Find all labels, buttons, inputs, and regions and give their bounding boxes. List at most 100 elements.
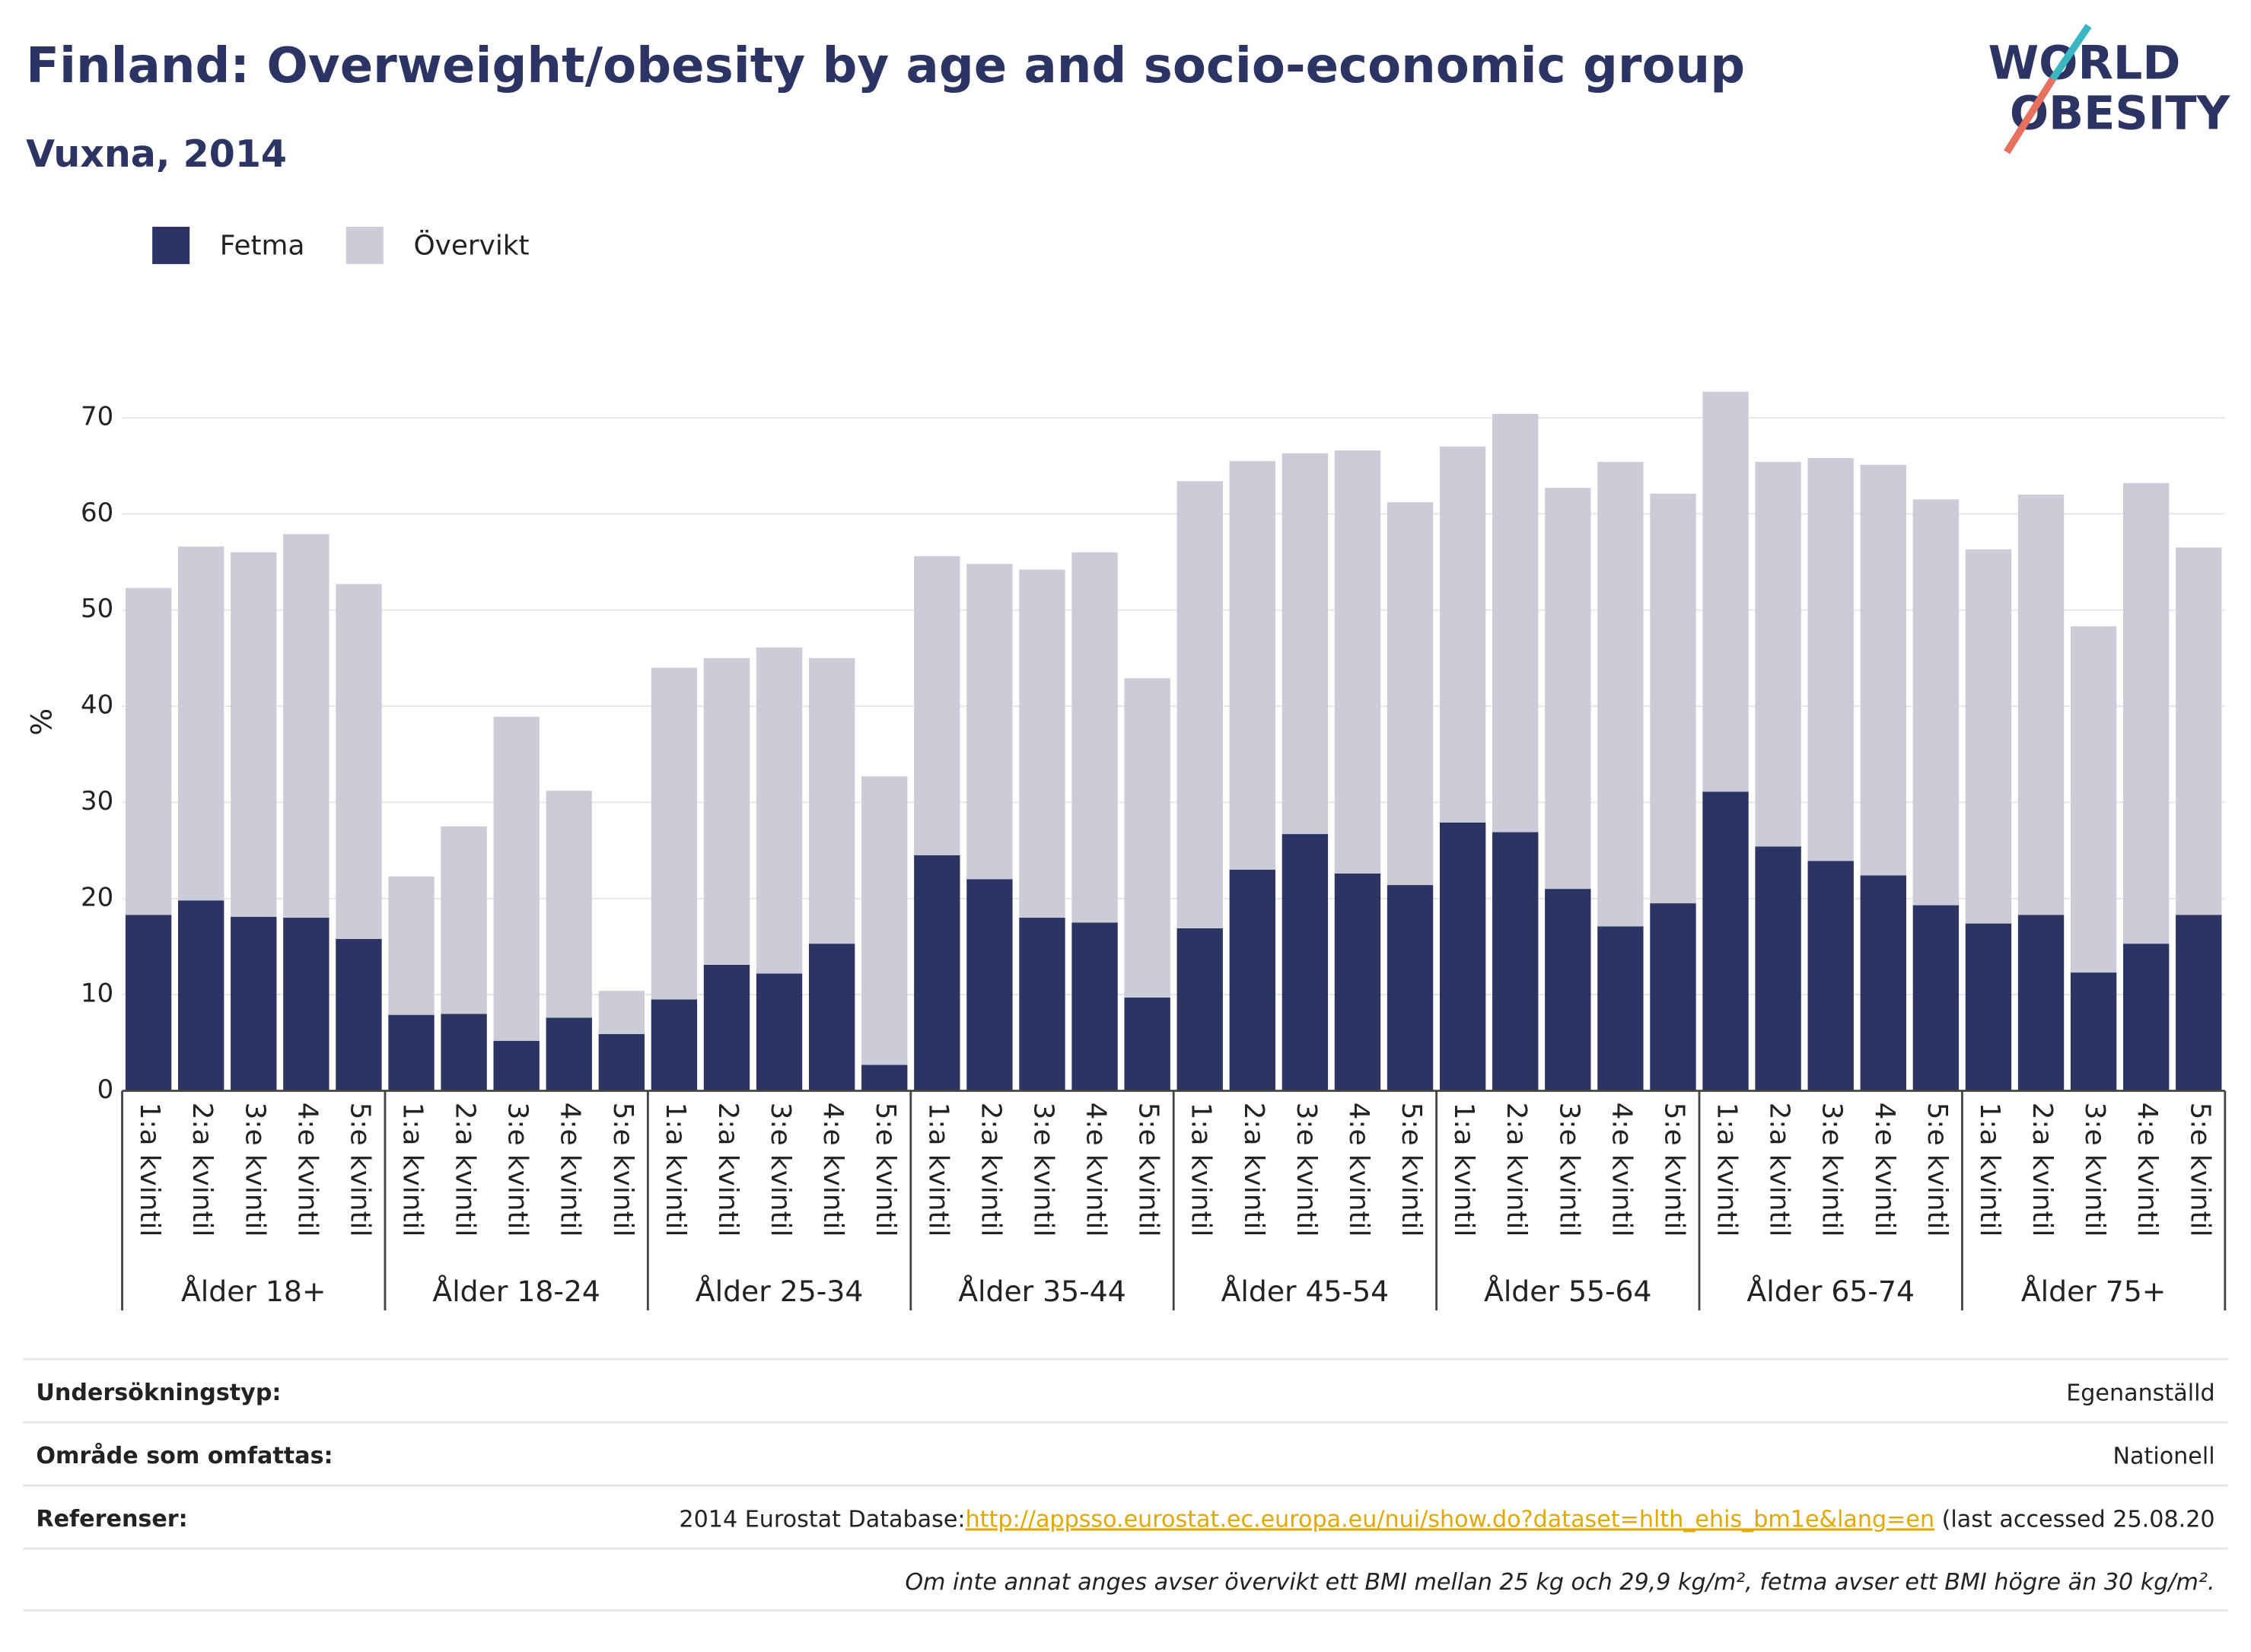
bar-segment	[2123, 482, 2170, 944]
bar-segment	[1282, 834, 1329, 1091]
x-tick-label: 4:e kvintil	[1606, 1103, 1637, 1237]
row-value-text: Nationell	[2113, 1443, 2214, 1469]
bar-segment	[231, 916, 277, 1091]
x-tick-label: 1:a kvintil	[660, 1103, 691, 1237]
logo-word: WORLD	[1988, 37, 2181, 90]
bar-segment	[493, 716, 540, 1041]
logo-word: OBESITY	[2010, 87, 2231, 140]
x-tick-label: 2:a kvintil	[1764, 1103, 1795, 1237]
x-tick-label: 5:e kvintil	[1396, 1103, 1427, 1237]
bar-segment	[1860, 875, 1906, 1091]
bar-segment	[756, 647, 803, 974]
bar-segment	[2176, 915, 2222, 1091]
bar-segment	[1702, 391, 1749, 792]
bar-segment	[756, 973, 803, 1091]
reference-link[interactable]: http://appsso.eurostat.ec.europa.eu/nui/…	[966, 1506, 1935, 1533]
bar-segment	[651, 999, 698, 1091]
x-tick-label: 1:a kvintil	[134, 1103, 165, 1237]
y-tick-label: 30	[81, 786, 113, 816]
x-tick-label: 5:e kvintil	[607, 1103, 638, 1237]
bar-segment	[388, 876, 435, 1015]
bar-segment	[861, 1065, 908, 1091]
x-tick-label: 3:e kvintil	[1553, 1103, 1584, 1237]
bar-segment	[1492, 413, 1539, 832]
bar-segment	[2070, 626, 2117, 973]
x-tick-label: 2:a kvintil	[975, 1103, 1006, 1237]
bar-segment	[1912, 499, 1960, 906]
bar-segment	[1965, 923, 2012, 1091]
x-tick-label: 5:e kvintil	[2184, 1103, 2215, 1237]
row-value: Egenanställd	[2066, 1380, 2214, 1406]
row-label: Undersökningstyp:	[36, 1380, 281, 1406]
bar-segment	[177, 900, 224, 1091]
group-label: Ålder 55-64	[1484, 1275, 1652, 1308]
bar-segment	[1229, 460, 1275, 870]
bar-segment	[651, 667, 698, 1000]
y-tick-label: 70	[81, 401, 113, 431]
legend-label: Fetma	[220, 230, 305, 261]
x-tick-label: 2:a kvintil	[1238, 1103, 1269, 1237]
y-tick-label: 60	[81, 498, 113, 528]
bar-segment	[231, 552, 277, 917]
bar-segment	[1597, 926, 1644, 1091]
bar-segment	[1492, 832, 1539, 1091]
x-tick-label: 2:a kvintil	[1501, 1103, 1532, 1237]
bar-segment	[177, 546, 224, 901]
bar-segment	[1071, 552, 1118, 923]
chart-title: Finland: Overweight/obesity by age and s…	[26, 37, 1745, 94]
bar-segment	[546, 1017, 592, 1091]
x-tick-label: 3:e kvintil	[239, 1103, 270, 1237]
bar-segment	[125, 587, 172, 915]
bar-segment	[1439, 446, 1486, 823]
group-label: Ålder 45-54	[1221, 1275, 1390, 1308]
bar-segment	[283, 918, 330, 1091]
y-tick-label: 50	[81, 594, 113, 624]
y-tick-label: 20	[81, 882, 113, 912]
group-label: Ålder 18-24	[432, 1275, 600, 1308]
bar-segment	[1545, 889, 1591, 1091]
row-value-text: Egenanställd	[2066, 1380, 2214, 1406]
row-label: Område som omfattas:	[36, 1442, 333, 1469]
bar-segment	[1860, 464, 1906, 876]
bar-segment	[1807, 861, 1854, 1091]
bar-segment	[1965, 549, 2012, 924]
row-label: Referenser:	[36, 1506, 187, 1533]
bar-segment	[1176, 928, 1223, 1091]
x-tick-label: 4:e kvintil	[2132, 1103, 2163, 1237]
x-tick-label: 2:a kvintil	[186, 1103, 218, 1237]
x-tick-label: 1:a kvintil	[1448, 1103, 1479, 1237]
bar-segment	[1124, 997, 1170, 1091]
bar-segment	[1650, 903, 1696, 1091]
bar-segment	[914, 555, 960, 855]
x-tick-label: 2:a kvintil	[2027, 1103, 2058, 1237]
x-tick-label: 3:e kvintil	[2079, 1103, 2110, 1237]
bar-segment	[388, 1014, 435, 1091]
x-tick-label: 5:e kvintil	[1133, 1103, 1164, 1237]
bar-segment	[1229, 869, 1275, 1091]
bar-segment	[1439, 822, 1486, 1091]
x-tick-label: 1:a kvintil	[922, 1103, 954, 1237]
x-tick-label: 3:e kvintil	[1291, 1103, 1322, 1237]
x-tick-label: 4:e kvintil	[1081, 1103, 1112, 1237]
bar-segment	[2176, 547, 2222, 915]
bar-segment	[336, 584, 382, 939]
x-tick-label: 5:e kvintil	[1921, 1103, 1953, 1237]
bar-segment	[283, 533, 330, 918]
y-tick-label: 10	[81, 979, 113, 1009]
bar-segment	[1019, 569, 1065, 918]
x-tick-label: 4:e kvintil	[1869, 1103, 1900, 1237]
bar-segment	[1650, 493, 1696, 904]
bar-segment	[493, 1040, 540, 1091]
bar-segment	[1755, 846, 1801, 1091]
legend-swatch	[152, 227, 190, 265]
group-label: Ålder 35-44	[958, 1275, 1126, 1308]
bar-segment	[1387, 502, 1434, 886]
bar-segment	[1755, 462, 1801, 847]
x-tick-label: 3:e kvintil	[502, 1103, 533, 1237]
bar-segment	[2017, 494, 2065, 915]
row-value: 2014 Eurostat Database:http://appsso.eur…	[679, 1506, 2214, 1533]
y-axis-label: %	[24, 708, 58, 736]
x-tick-label: 1:a kvintil	[1186, 1103, 1217, 1237]
bar-segment	[1545, 488, 1591, 890]
bar-segment	[546, 791, 592, 1018]
